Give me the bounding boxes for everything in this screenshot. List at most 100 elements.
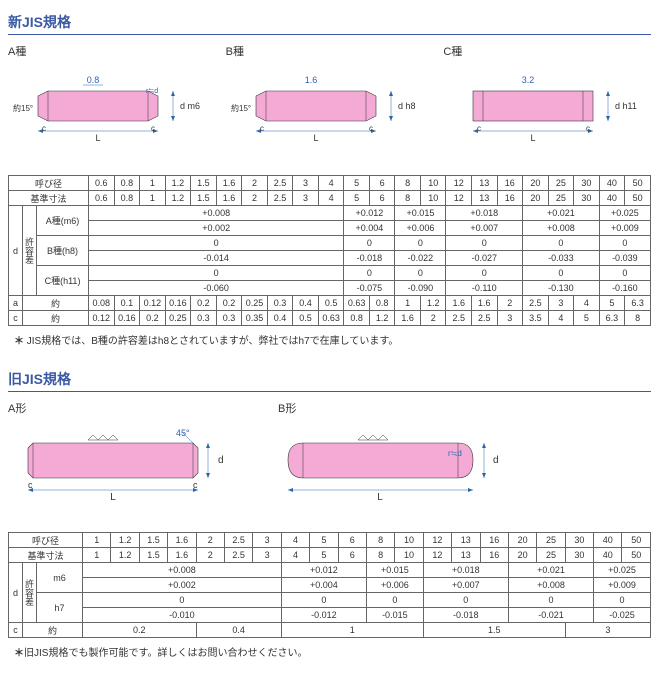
cell: 0.6 [89,191,115,206]
cell: 40 [594,548,622,563]
diagram-A-label: A種 [8,43,216,59]
cell: -0.021 [508,608,593,623]
cell: 2 [196,533,224,548]
cell: 8 [395,176,421,191]
cell: +0.008 [523,221,600,236]
cell: 0.8 [114,176,140,191]
cell: 4 [548,311,574,326]
dim-L: L [377,492,383,503]
table-row: +0.002+0.004+0.006+0.007+0.008+0.009 [9,578,651,593]
table-row: d許容差A種(m6)+0.008+0.012+0.015+0.018+0.021… [9,206,651,221]
cell: +0.021 [508,563,593,578]
cell: 12 [423,533,451,548]
section2-table: 呼び径11.21.51.622.534568101213162025304050… [8,532,651,638]
cell: +0.018 [446,206,523,221]
cell: 1.5 [191,191,217,206]
cell: 0.3 [267,296,293,311]
cell: 4 [281,548,309,563]
cell: 5 [310,533,338,548]
dim-c: c [28,480,33,490]
table-row: -0.060-0.075-0.090-0.110-0.130-0.160 [9,281,651,296]
dim-c2: c [151,124,155,133]
dim-c2: c [369,124,373,133]
cell: +0.008 [508,578,593,593]
section1-diagrams: A種 0.8 r≒d d m6 約15° L c c B種 1.6 d h [8,43,651,151]
diagram-B-label: B種 [226,43,434,59]
diagram-A-svg: 0.8 r≒d d m6 約15° L c c [8,61,208,151]
cell: 40 [599,176,625,191]
cell: -0.130 [523,281,600,296]
table-row: h7000000 [9,593,651,608]
cell: 3 [548,296,574,311]
cell: -0.075 [344,281,395,296]
cell: 20 [523,191,549,206]
cell: 8 [395,191,421,206]
cell: 1.5 [423,623,565,638]
dim-c: c [260,124,264,133]
cell: 1 [140,176,166,191]
table-row: B種(h8)000000 [9,236,651,251]
cell: +0.025 [594,563,651,578]
dim-top: 1.6 [304,75,317,85]
cell: 0.2 [140,311,166,326]
cell: 30 [574,176,600,191]
tol-label: m6 [37,563,83,593]
cell: 3 [293,176,319,191]
cell: 40 [594,533,622,548]
cell: 0 [423,593,508,608]
cell: +0.004 [344,221,395,236]
cell: 0 [523,266,600,281]
cell: -0.012 [281,608,366,623]
cell: 6 [338,533,366,548]
cell: 0.12 [140,296,166,311]
cell: -0.090 [395,281,446,296]
table-row: c約0.20.411.53 [9,623,651,638]
cell: -0.060 [89,281,344,296]
section1-title: 新JIS規格 [8,8,651,35]
cell: 0.63 [344,296,370,311]
dim-L: L [531,133,536,143]
cell: 10 [395,548,423,563]
cell: -0.018 [344,251,395,266]
cell: 0.1 [114,296,140,311]
cell: 0.5 [293,311,319,326]
cell: 6 [369,191,395,206]
cell: 20 [508,533,536,548]
cell: 4 [318,191,344,206]
dim-c: c [477,124,481,133]
cell: 40 [599,191,625,206]
tol-label: C種(h11) [37,266,89,296]
angle-text: 約15° [13,103,33,113]
cell: 2 [497,296,523,311]
cell: 10 [420,191,446,206]
cell: 30 [565,533,593,548]
note-asterisk: ＊ [14,336,27,347]
cell: 1 [83,548,111,563]
cell: 0 [508,593,593,608]
cell: 0.2 [216,296,242,311]
cell: 1.2 [165,191,191,206]
cell: 1.6 [216,191,242,206]
hdr-c: c [9,311,23,326]
cell: 1.5 [139,548,167,563]
radius-text: r≒d [448,449,462,458]
cell: 1 [83,533,111,548]
cell: 3.5 [523,311,549,326]
cell: +0.025 [599,206,650,221]
cell: +0.021 [523,206,600,221]
cell: 1.6 [446,296,472,311]
radius-text: r≒d [146,88,158,95]
cell: +0.012 [344,206,395,221]
cell: 0 [599,266,650,281]
cell: 50 [622,533,651,548]
cell: 4 [318,176,344,191]
cell: 1.2 [420,296,446,311]
cell: 16 [480,548,508,563]
hdr-about: 約 [23,623,83,638]
cell: 8 [366,548,394,563]
cell: -0.018 [423,608,508,623]
cell: 13 [472,191,498,206]
cell: 0.8 [344,311,370,326]
table-row: d許容差m6+0.008+0.012+0.015+0.018+0.021+0.0… [9,563,651,578]
cell: 10 [420,176,446,191]
